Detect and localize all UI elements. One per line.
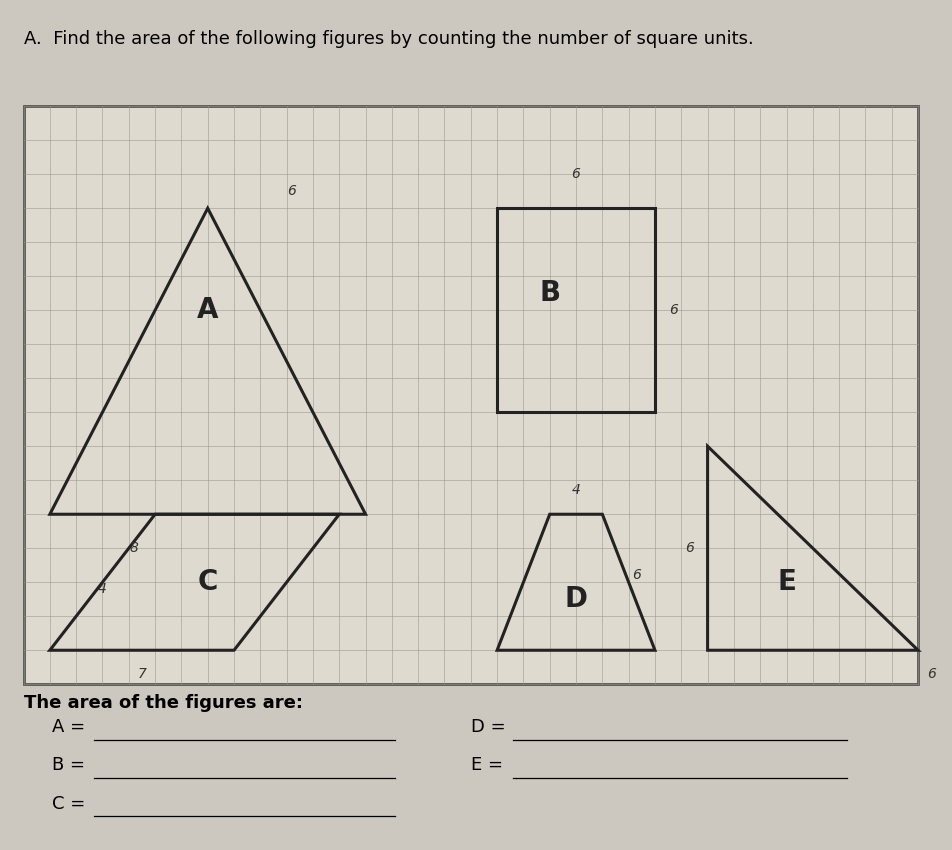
Text: 8: 8 — [129, 541, 138, 555]
Text: D: D — [565, 586, 587, 613]
Text: A =: A = — [51, 718, 90, 736]
Text: 6: 6 — [288, 184, 296, 198]
Text: 4: 4 — [98, 582, 107, 596]
Text: 6: 6 — [684, 541, 694, 555]
Text: B =: B = — [51, 756, 90, 774]
Text: A: A — [197, 297, 218, 324]
Text: 6: 6 — [669, 303, 678, 317]
Text: B: B — [539, 280, 561, 307]
Text: 4: 4 — [571, 484, 581, 497]
Text: 7: 7 — [137, 667, 147, 681]
Text: E =: E = — [471, 756, 508, 774]
Text: The area of the figures are:: The area of the figures are: — [24, 694, 303, 712]
Text: E: E — [777, 569, 796, 596]
Text: 6: 6 — [927, 667, 936, 681]
Text: C: C — [197, 569, 218, 596]
Text: 6: 6 — [632, 569, 641, 582]
Text: C =: C = — [51, 795, 90, 813]
Text: D =: D = — [471, 718, 511, 736]
Bar — [24, 106, 918, 684]
Text: 6: 6 — [571, 167, 581, 181]
Text: A.  Find the area of the following figures by counting the number of square unit: A. Find the area of the following figure… — [24, 30, 753, 48]
